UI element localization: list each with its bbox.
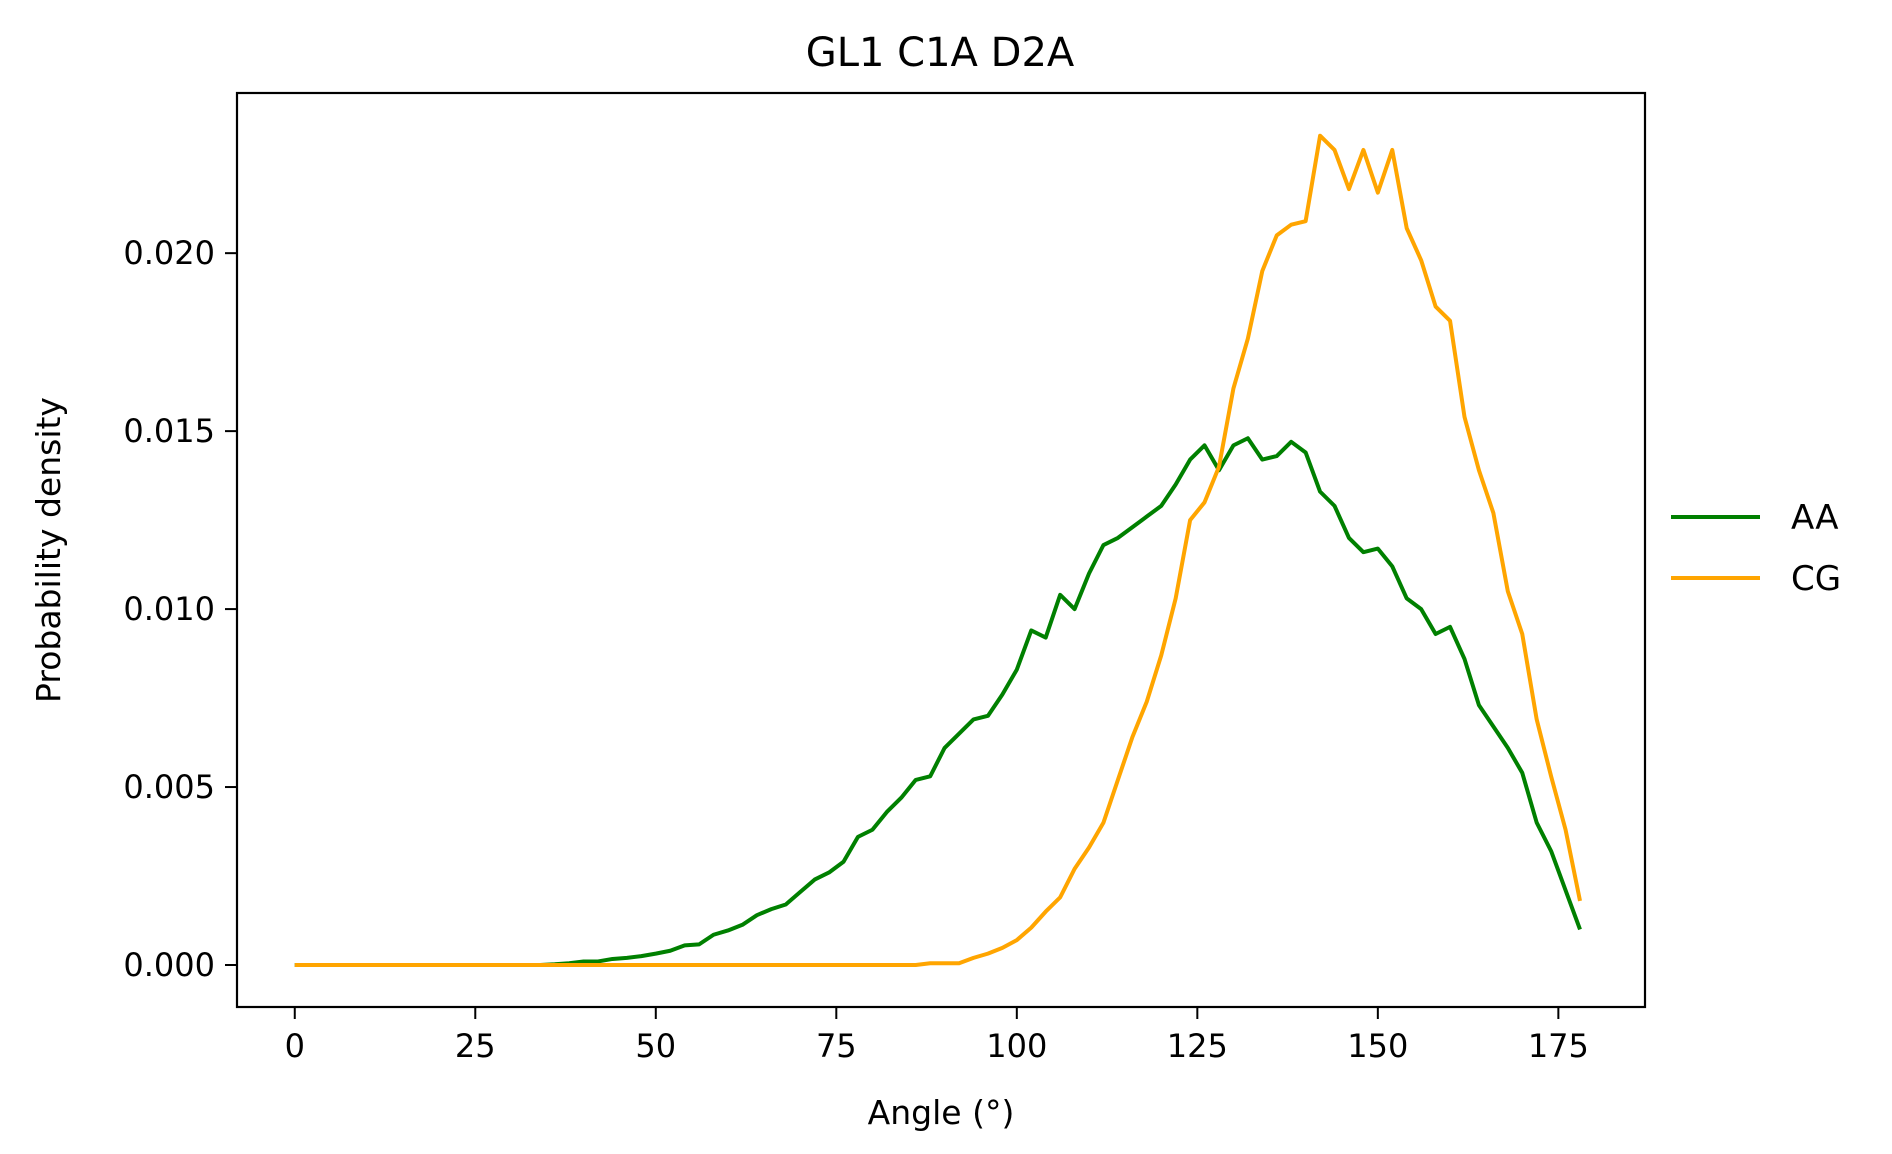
x-tick-label: 50 <box>635 1027 676 1065</box>
legend: AA CG <box>1671 498 1841 599</box>
x-tick-label: 0 <box>285 1027 305 1065</box>
x-tick-label: 150 <box>1347 1027 1408 1065</box>
x-tick-label: 175 <box>1528 1027 1589 1065</box>
legend-label-cg: CG <box>1791 559 1841 599</box>
chart-title: GL1 C1A D2A <box>806 30 1075 76</box>
x-tick-label: 25 <box>455 1027 496 1065</box>
y-axis-label: Probability density <box>29 397 68 703</box>
plot-area <box>235 91 1647 1009</box>
x-tick-label: 75 <box>816 1027 857 1065</box>
x-tick-label: 100 <box>986 1027 1047 1065</box>
series-layer <box>294 133 1582 967</box>
y-tick-label: 0.005 <box>123 768 215 806</box>
y-tick-label: 0.020 <box>123 234 215 272</box>
x-axis-label: Angle (°) <box>868 1093 1015 1132</box>
y-axis: 0.000 0.005 0.010 0.015 0.020 <box>123 234 237 984</box>
x-axis: 0 25 50 75 100 125 150 175 <box>285 1007 1589 1065</box>
series-line-cg <box>294 133 1582 967</box>
plot-frame <box>235 91 1647 1009</box>
y-tick-label: 0.010 <box>123 590 215 628</box>
x-tick-label: 125 <box>1167 1027 1228 1065</box>
y-tick-label: 0.000 <box>123 946 215 984</box>
y-tick-label: 0.015 <box>123 412 215 450</box>
legend-label-aa: AA <box>1791 498 1838 538</box>
